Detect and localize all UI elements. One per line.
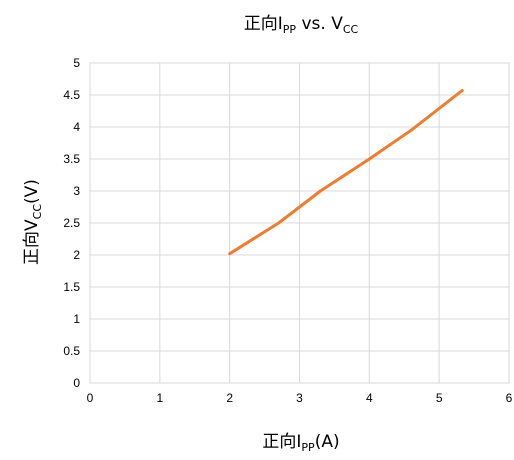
chart-title: 正向IPP vs. VCC (244, 14, 359, 36)
y-tick-label-2: 1 (73, 312, 80, 326)
y-tick-label-9: 4.5 (63, 88, 80, 102)
x-axis-title-suffix: (A) (315, 432, 340, 452)
x-tick-label-5: 5 (436, 391, 443, 405)
y-axis-title-sub: CC (31, 204, 44, 220)
plot-border (89, 62, 510, 384)
x-axis-title-sub: PP (301, 441, 315, 454)
y-tick-label-7: 3.5 (63, 152, 80, 166)
chart-title-sub: PP (283, 23, 297, 36)
x-axis-title: 正向IPP(A) (262, 432, 339, 454)
series-line-0 (228, 89, 464, 256)
y-tick-label-5: 2.5 (63, 216, 80, 230)
y-tick-label-10: 5 (73, 56, 80, 70)
x-tick-label-4: 4 (366, 391, 373, 405)
y-tick-label-4: 2 (73, 248, 80, 262)
chart-title-prefix: 正向I (244, 14, 283, 34)
y-tick-label-6: 3 (73, 184, 80, 198)
y-axis-title: 正向VCC(V) (22, 179, 44, 265)
y-tick-label-1: 0.5 (63, 344, 80, 358)
x-tick-label-1: 1 (156, 391, 163, 405)
y-axis-title-prefix: 正向V (22, 219, 42, 265)
x-tick-label-3: 3 (296, 391, 303, 405)
plot-area: 0 1 2 3 4 5 6 0 0.5 1 1.5 2 2.5 3 3.5 4 4.5 5 (63, 56, 512, 405)
x-tick-label-6: 6 (506, 391, 513, 405)
y-tick-label-0: 0 (73, 376, 80, 390)
y-tick-label-8: 4 (73, 120, 80, 134)
chart-title-sub2: CC (343, 23, 359, 36)
chart-title-suffix: vs. V (296, 14, 343, 34)
y-axis-title-suffix: (V) (22, 179, 42, 204)
x-tick-label-0: 0 (87, 391, 94, 405)
x-axis-title-prefix: 正向I (262, 432, 301, 452)
x-tick-label-2: 2 (226, 391, 233, 405)
y-tick-label-3: 1.5 (63, 280, 80, 294)
